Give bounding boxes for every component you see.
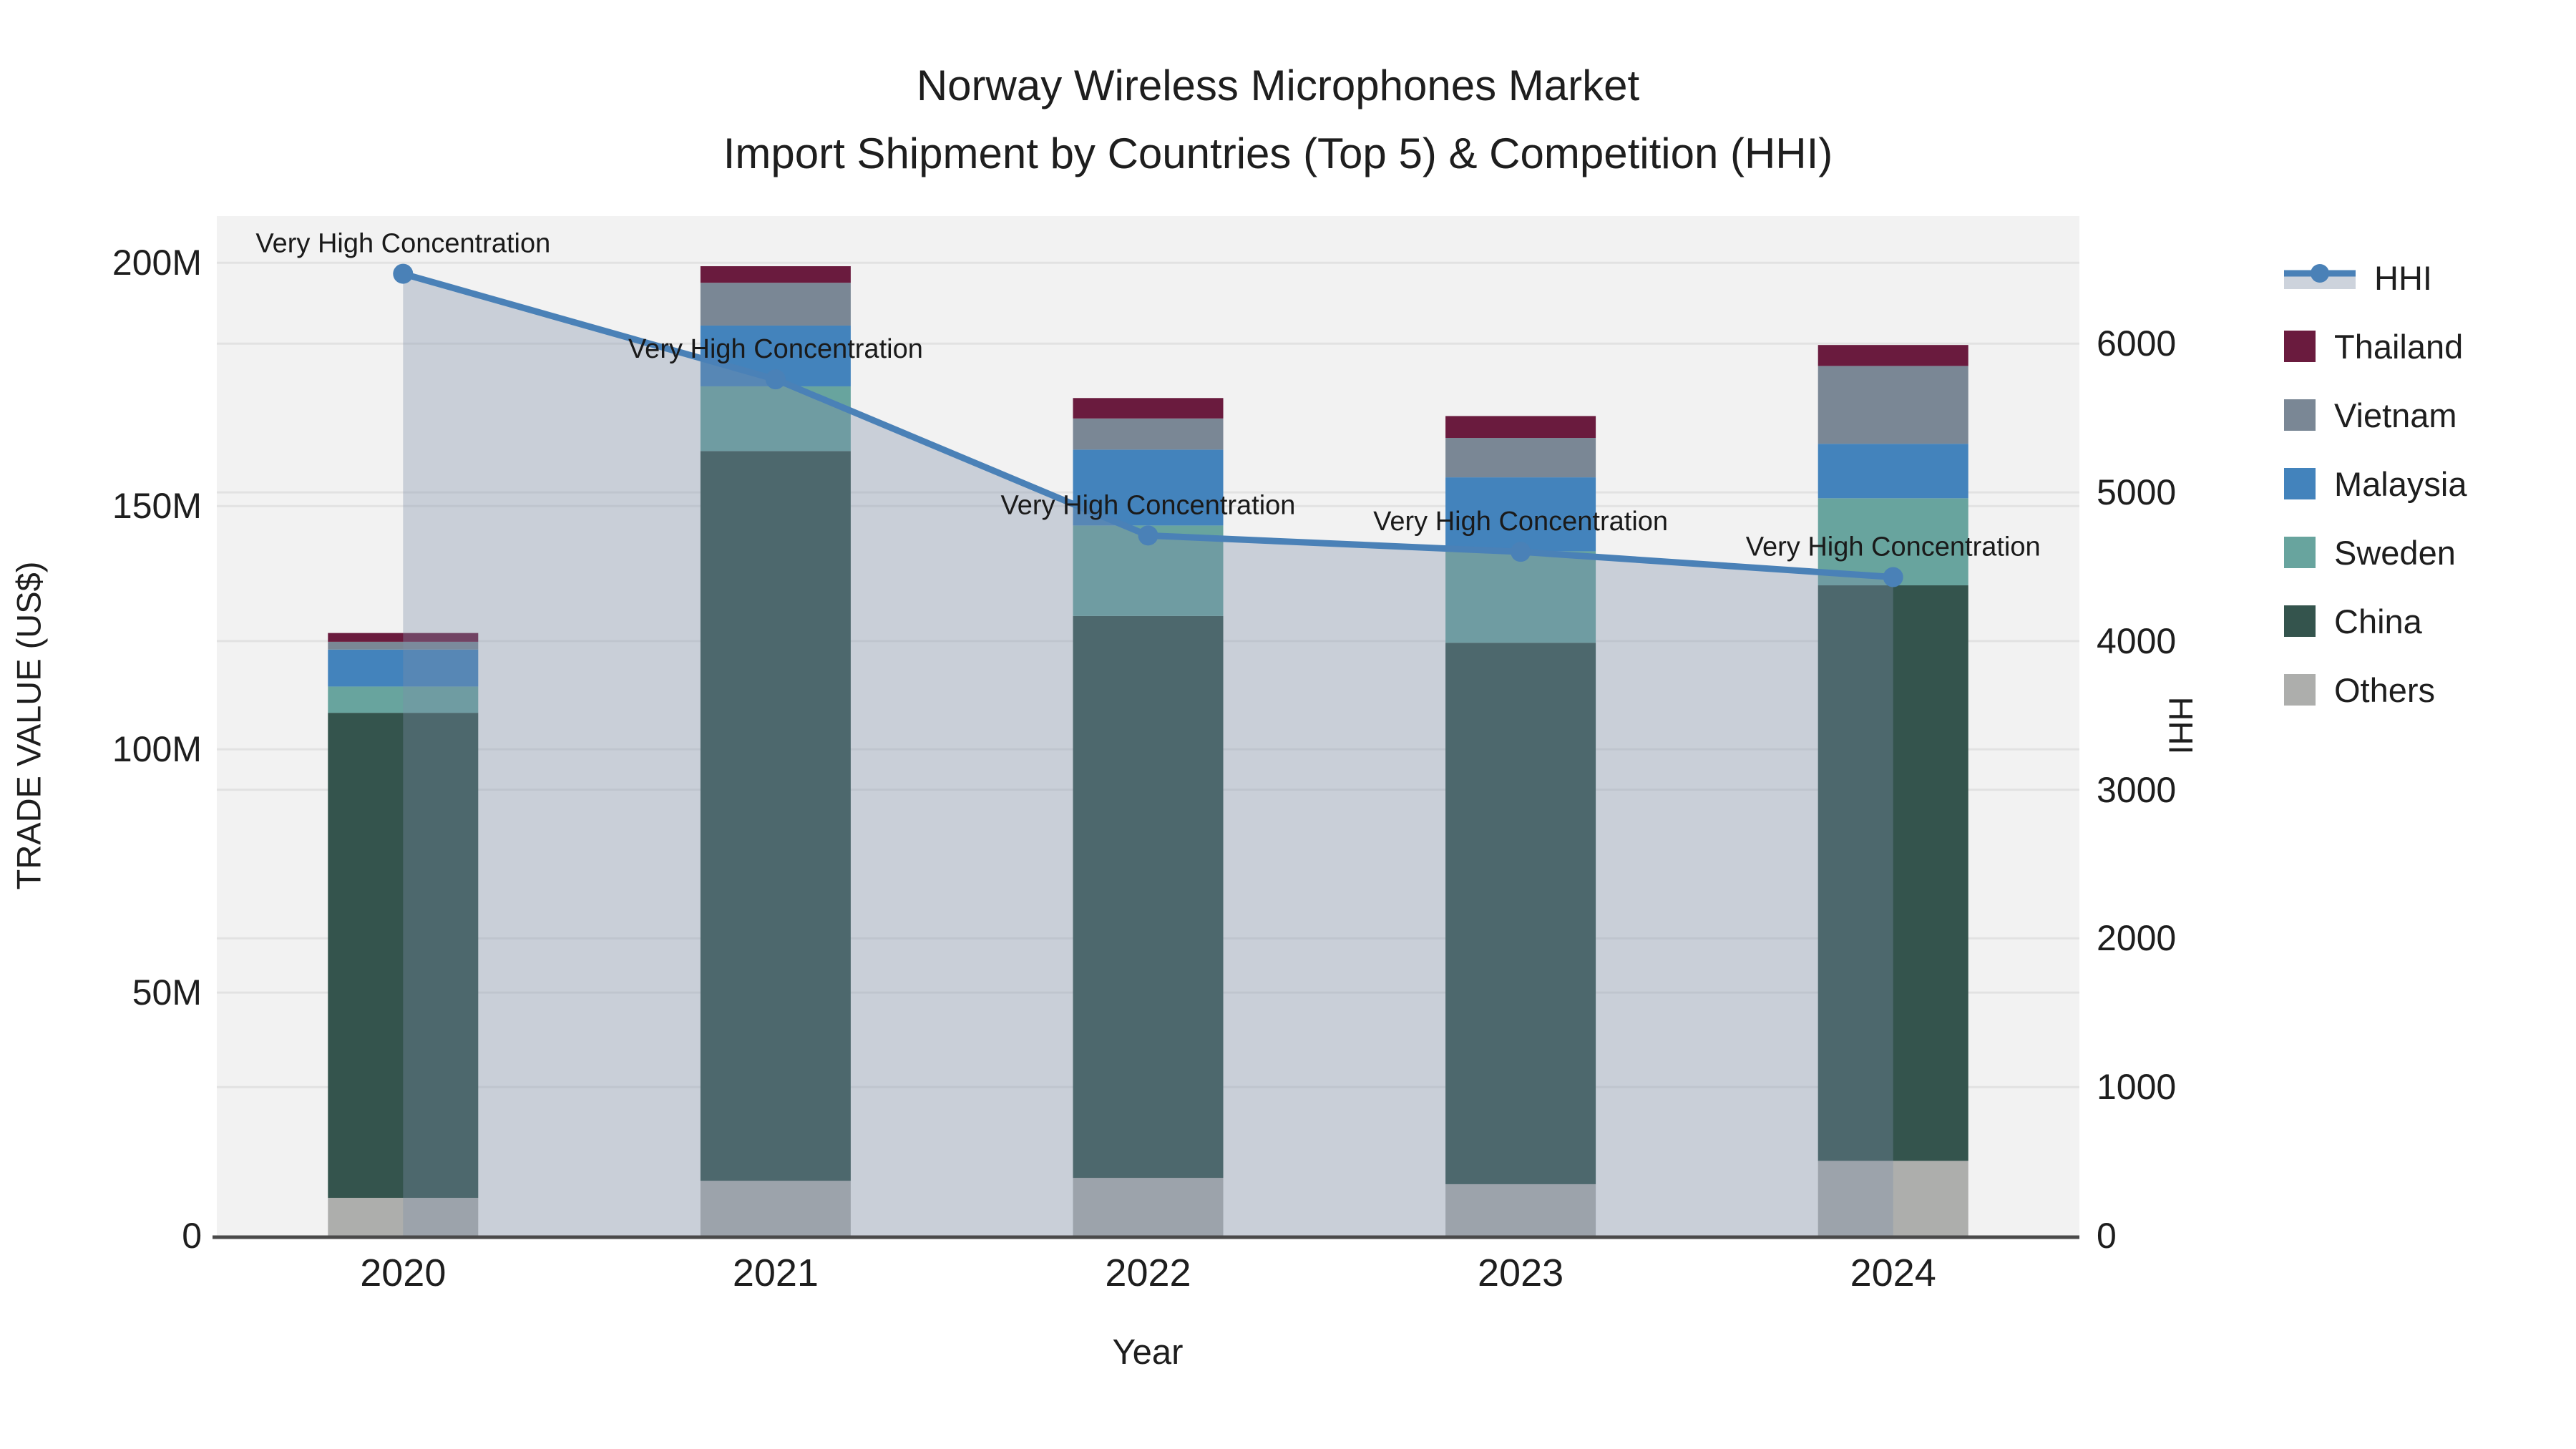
legend: HHI Thailand Vietnam Malaysia Sweden China Oth… [2284,243,2467,724]
hhi-area-fill [403,273,1893,1236]
y-right-axis-title: HHI [2162,696,2200,755]
bar-segment-vietnam-2024 [1818,366,1968,444]
bar-segment-thailand-2021 [700,266,851,283]
legend-label-others: Others [2334,670,2436,709]
legend-label-vietnam: Vietnam [2334,396,2457,434]
y-left-tick-0: 0 [182,1216,202,1256]
chart-title-line1: Norway Wireless Microphones Market [916,62,1640,109]
y-left-tick-200M: 200M [112,243,202,283]
malaysia-swatch-icon [2284,468,2316,499]
bar-segment-china-2023 [1445,643,1596,1184]
bar-segment-malaysia-2020 [328,649,479,687]
legend-item-malaysia[interactable]: Malaysia [2284,449,2467,518]
bar-segment-thailand-2020 [328,633,479,642]
bar-segment-others-2021 [700,1181,851,1236]
legend-item-thailand[interactable]: Thailand [2284,312,2467,381]
y-left-tick-150M: 150M [112,486,202,527]
hhi-marker-2024 [1883,567,1903,587]
bar-segment-thailand-2022 [1073,398,1224,419]
annotation-2021: Very High Concentration [628,334,923,364]
vietnam-swatch-icon [2284,399,2316,431]
x-tick-2023: 2023 [1478,1252,1564,1294]
hhi-marker-2021 [765,369,786,390]
x-tick-2022: 2022 [1105,1252,1191,1294]
bar-segment-others-2024 [1818,1161,1968,1236]
bar-segment-others-2020 [328,1197,479,1236]
y-left-tick-50M: 50M [132,972,202,1013]
bar-segment-malaysia-2023 [1445,477,1596,552]
y-left-tick-100M: 100M [112,729,202,770]
y-right-tick-5000: 5000 [2097,472,2177,513]
x-tick-2020: 2020 [360,1252,447,1294]
legend-label-malaysia: Malaysia [2334,464,2467,503]
y-right-tick-6000: 6000 [2097,323,2177,364]
sweden-swatch-icon [2284,537,2316,568]
hhi-marker-2023 [1511,542,1531,562]
x-axis-title: Year [1112,1333,1184,1372]
china-swatch-icon [2284,605,2316,637]
legend-label-hhi: HHI [2374,258,2432,297]
y-left-axis-title: TRADE VALUE (US$) [9,561,48,890]
legend-item-hhi[interactable]: HHI [2284,243,2467,312]
bar-segment-vietnam-2020 [328,641,479,650]
hhi-line-sample-icon [2284,264,2356,289]
thailand-swatch-icon [2284,331,2316,362]
annotation-2024: Very High Concentration [1746,532,2041,562]
y-right-tick-2000: 2000 [2097,918,2177,959]
annotation-2022: Very High Concentration [1001,490,1296,520]
bar-segment-china-2020 [328,713,479,1198]
x-tick-2024: 2024 [1850,1252,1936,1294]
bar-segment-vietnam-2022 [1073,418,1224,450]
y-right-tick-1000: 1000 [2097,1067,2177,1108]
bar-segment-china-2022 [1073,615,1224,1179]
hhi-marker-2022 [1138,525,1158,546]
bar-segment-malaysia-2024 [1818,444,1968,499]
bar-segment-vietnam-2021 [700,283,851,326]
y-right-tick-0: 0 [2097,1216,2117,1256]
legend-item-sweden[interactable]: Sweden [2284,518,2467,587]
hhi-marker-2020 [393,263,414,284]
chart-title-line2: Import Shipment by Countries (Top 5) & C… [723,130,1833,177]
legend-label-sweden: Sweden [2334,533,2456,572]
others-swatch-icon [2284,674,2316,706]
bar-segment-thailand-2023 [1445,416,1596,439]
y-right-tick-3000: 3000 [2097,769,2177,810]
bar-segment-sweden-2020 [328,686,479,713]
bar-segment-vietnam-2023 [1445,438,1596,478]
bar-segment-china-2021 [700,451,851,1181]
bar-segment-thailand-2024 [1818,345,1968,366]
bar-segment-others-2023 [1445,1184,1596,1236]
legend-item-vietnam[interactable]: Vietnam [2284,381,2467,449]
x-tick-2021: 2021 [732,1252,819,1294]
annotation-2020: Very High Concentration [255,229,550,259]
legend-label-china: China [2334,602,2422,640]
legend-label-thailand: Thailand [2334,327,2464,366]
chart-title: Norway Wireless Microphones Market Impor… [723,52,1833,187]
bar-segment-sweden-2023 [1445,551,1596,643]
y-right-tick-4000: 4000 [2097,620,2177,661]
legend-item-china[interactable]: China [2284,587,2467,655]
bar-segment-others-2022 [1073,1178,1224,1236]
annotation-2023: Very High Concentration [1373,507,1668,537]
legend-item-others[interactable]: Others [2284,655,2467,724]
bar-segment-china-2024 [1818,585,1968,1161]
